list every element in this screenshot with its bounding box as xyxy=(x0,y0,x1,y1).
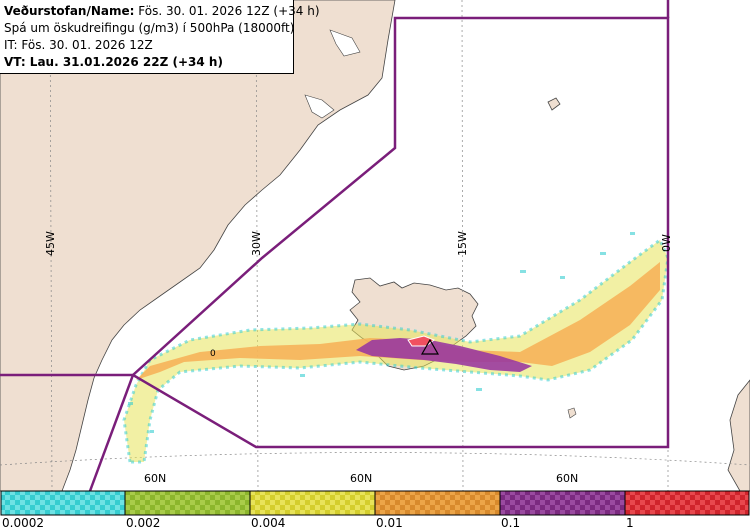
lat-label-60n: 60N xyxy=(144,472,166,485)
legend-label-0-1: 0.1 xyxy=(501,516,521,530)
legend-swatch-purple xyxy=(499,490,626,516)
jan-mayen-island xyxy=(547,97,561,111)
valid-time-line: VT: Lau. 31.01.2026 22Z (+34 h) xyxy=(4,55,223,69)
lon-label-30w: 30W xyxy=(250,231,263,256)
issue-time-line: IT: Fös. 30. 01. 2026 12Z xyxy=(4,38,153,52)
ash-specks xyxy=(128,232,635,433)
legend-label-1: 1 xyxy=(626,516,634,530)
ash-plume-high xyxy=(356,338,532,372)
lat-label-60n: 60N xyxy=(350,472,372,485)
contour-label: 0 xyxy=(210,349,216,359)
legend-label-0-002: 0.002 xyxy=(126,516,161,530)
legend-swatch-green xyxy=(124,490,251,516)
volcano-marker xyxy=(420,338,440,355)
greenland-fjord xyxy=(304,94,335,119)
issuer-line: Veðurstofan/Name: Fös. 30. 01. 2026 12Z … xyxy=(4,4,320,18)
lon-label-15w: 15W xyxy=(456,231,469,256)
legend-swatch-yellow xyxy=(249,490,376,516)
legend-label-0-01: 0.01 xyxy=(376,516,403,530)
lon-label-0w: 0W xyxy=(660,234,673,252)
lat-label-60n: 60N xyxy=(556,472,578,485)
greenland-land xyxy=(0,0,396,492)
product-line: Spá um öskudreifingu (g/m3) í 500hPa (18… xyxy=(4,21,295,35)
ash-plume-mid xyxy=(136,262,660,380)
legend-label-0-004: 0.004 xyxy=(251,516,286,530)
legend-label-0-0002: 0.0002 xyxy=(2,516,44,530)
legend-colorbar xyxy=(0,490,750,516)
faroe-islands xyxy=(567,407,577,419)
fir-boundary xyxy=(0,0,670,492)
forecast-info-box: Veðurstofan/Name: Fös. 30. 01. 2026 12Z … xyxy=(0,0,320,74)
legend-swatch-cyan xyxy=(0,490,126,516)
legend-swatch-red xyxy=(624,490,750,516)
legend-swatch-orange xyxy=(374,490,501,516)
lon-label-45w: 45W xyxy=(44,231,57,256)
greenland-fjord xyxy=(329,29,361,57)
